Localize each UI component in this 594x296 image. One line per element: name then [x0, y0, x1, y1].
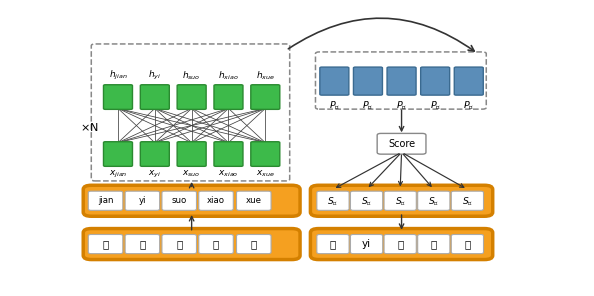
Text: 学: 学 — [251, 239, 257, 249]
Text: 所: 所 — [397, 239, 403, 249]
Text: $x_{xue}$: $x_{xue}$ — [256, 169, 275, 179]
FancyBboxPatch shape — [451, 191, 484, 210]
FancyBboxPatch shape — [177, 85, 206, 109]
Text: $P_{建}$: $P_{建}$ — [328, 99, 340, 111]
FancyBboxPatch shape — [83, 185, 300, 216]
FancyBboxPatch shape — [454, 67, 484, 95]
FancyBboxPatch shape — [214, 85, 243, 109]
FancyBboxPatch shape — [317, 234, 349, 254]
FancyBboxPatch shape — [125, 234, 160, 254]
Text: xiao: xiao — [207, 196, 225, 205]
Text: $h_{xiao}$: $h_{xiao}$ — [218, 70, 239, 82]
Text: $S_{小}$: $S_{小}$ — [428, 195, 440, 207]
FancyBboxPatch shape — [421, 67, 450, 95]
FancyBboxPatch shape — [251, 85, 280, 109]
FancyBboxPatch shape — [162, 234, 197, 254]
FancyBboxPatch shape — [418, 234, 450, 254]
FancyBboxPatch shape — [350, 191, 383, 210]
FancyBboxPatch shape — [320, 67, 349, 95]
FancyBboxPatch shape — [214, 142, 243, 166]
FancyBboxPatch shape — [353, 67, 383, 95]
Text: 议: 议 — [139, 239, 146, 249]
Text: Score: Score — [388, 139, 415, 149]
Text: $x_{suo}$: $x_{suo}$ — [182, 169, 201, 179]
Text: 小: 小 — [213, 239, 219, 249]
Text: $S_{所}$: $S_{所}$ — [394, 195, 406, 207]
FancyBboxPatch shape — [236, 191, 271, 210]
Text: 小: 小 — [431, 239, 437, 249]
FancyBboxPatch shape — [451, 234, 484, 254]
FancyBboxPatch shape — [236, 234, 271, 254]
Text: $S_{建}$: $S_{建}$ — [327, 195, 339, 207]
Text: jian: jian — [98, 196, 113, 205]
FancyBboxPatch shape — [418, 191, 450, 210]
Text: $x_{xiao}$: $x_{xiao}$ — [218, 169, 239, 179]
Text: $P_{所}$: $P_{所}$ — [396, 99, 407, 111]
Text: xue: xue — [246, 196, 262, 205]
Text: 所: 所 — [176, 239, 182, 249]
Text: $S_{议}$: $S_{议}$ — [361, 195, 372, 207]
Text: $h_{xue}$: $h_{xue}$ — [256, 70, 275, 82]
FancyBboxPatch shape — [125, 191, 160, 210]
FancyBboxPatch shape — [311, 185, 492, 216]
FancyBboxPatch shape — [387, 67, 416, 95]
Text: $x_{jian}$: $x_{jian}$ — [109, 169, 127, 180]
FancyBboxPatch shape — [350, 234, 383, 254]
FancyBboxPatch shape — [103, 85, 132, 109]
FancyBboxPatch shape — [89, 234, 123, 254]
Text: yi: yi — [362, 239, 371, 249]
FancyBboxPatch shape — [162, 191, 197, 210]
FancyBboxPatch shape — [311, 229, 492, 260]
Text: 建: 建 — [102, 239, 109, 249]
FancyBboxPatch shape — [83, 229, 300, 260]
Text: $P_{小}$: $P_{小}$ — [429, 99, 441, 111]
Text: $P_{学}$: $P_{学}$ — [463, 99, 475, 111]
FancyBboxPatch shape — [251, 142, 280, 166]
Text: $\times$N: $\times$N — [80, 121, 99, 133]
FancyBboxPatch shape — [199, 191, 233, 210]
FancyBboxPatch shape — [384, 234, 416, 254]
FancyBboxPatch shape — [89, 191, 123, 210]
FancyBboxPatch shape — [317, 191, 349, 210]
Text: 学: 学 — [465, 239, 470, 249]
Text: suo: suo — [172, 196, 187, 205]
Text: $h_{suo}$: $h_{suo}$ — [182, 70, 201, 82]
FancyBboxPatch shape — [377, 133, 426, 154]
FancyBboxPatch shape — [140, 142, 169, 166]
Text: yi: yi — [138, 196, 146, 205]
FancyBboxPatch shape — [384, 191, 416, 210]
FancyBboxPatch shape — [199, 234, 233, 254]
Text: $S_{学}$: $S_{学}$ — [462, 195, 473, 207]
Text: $P_{议}$: $P_{议}$ — [362, 99, 374, 111]
Text: 建: 建 — [330, 239, 336, 249]
Text: $x_{yi}$: $x_{yi}$ — [148, 169, 162, 180]
Text: $h_{yi}$: $h_{yi}$ — [148, 69, 162, 82]
FancyBboxPatch shape — [140, 85, 169, 109]
FancyBboxPatch shape — [103, 142, 132, 166]
FancyBboxPatch shape — [177, 142, 206, 166]
Text: $h_{jian}$: $h_{jian}$ — [109, 69, 127, 82]
